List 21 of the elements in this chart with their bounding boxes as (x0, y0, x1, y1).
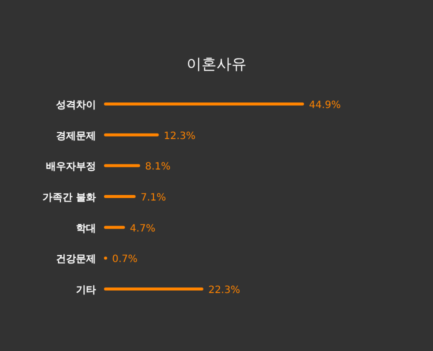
bar (104, 102, 304, 106)
data-label: 7.1% (140, 192, 166, 204)
chart-title: 이혼사유 (186, 55, 246, 73)
data-label: 4.7% (130, 223, 156, 234)
bar (104, 195, 136, 198)
y-tick-label: 건강문제 (56, 254, 96, 266)
y-tick-label: 성격차이 (56, 100, 96, 111)
data-label: 44.9% (309, 100, 341, 111)
bar (104, 164, 140, 168)
y-tick-label: 경제문제 (56, 130, 96, 142)
data-label: 22.3% (208, 285, 240, 296)
data-label: 0.7% (112, 254, 138, 266)
y-tick-label: 기타 (76, 285, 96, 296)
bar (104, 133, 159, 136)
data-label: 8.1% (145, 162, 170, 173)
y-tick-label: 가족간 불화 (42, 192, 96, 204)
y-tick-label: 학대 (76, 223, 96, 234)
bar (104, 226, 125, 229)
y-tick-label: 배우자부정 (46, 162, 96, 173)
bar (104, 288, 204, 290)
data-label: 12.3% (164, 130, 196, 142)
